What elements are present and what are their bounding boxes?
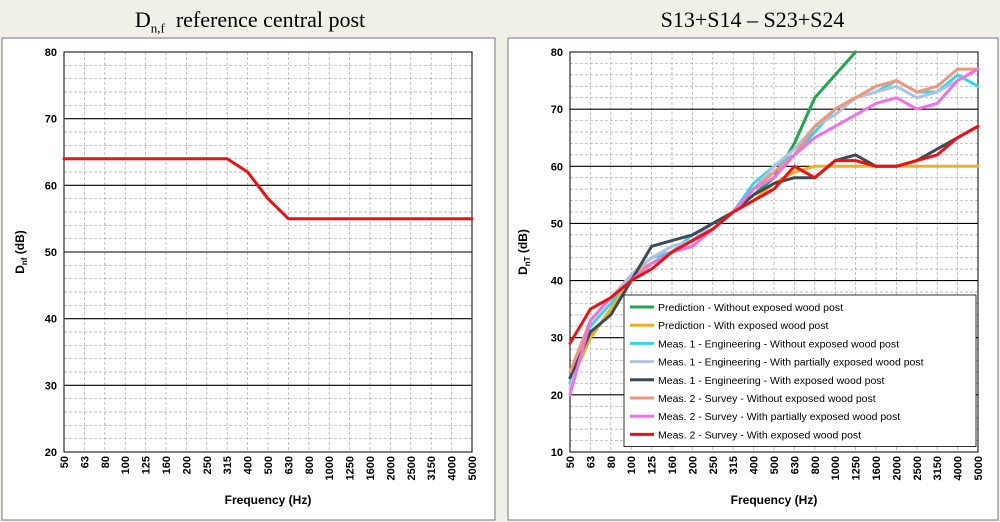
left-series-line-1 bbox=[62, 157, 474, 221]
right-x-tick-label: 1250 bbox=[851, 456, 863, 480]
right-x-tick-label: 160 bbox=[667, 456, 679, 474]
legend-entry: Meas. 1 - Engineering - With exposed woo… bbox=[658, 375, 885, 387]
left-x-tick-label: 3150 bbox=[426, 456, 438, 480]
right-y-tick-label: 10 bbox=[551, 447, 563, 459]
right-x-tick-label: 2000 bbox=[891, 456, 903, 480]
right-y-tick-label: 70 bbox=[551, 104, 563, 116]
right-x-tick-label: 125 bbox=[647, 456, 659, 474]
left-x-tick-label: 125 bbox=[141, 456, 153, 474]
legend-entry: Meas. 2 - Survey - Without exposed wood … bbox=[658, 393, 876, 405]
left-y-tick-label: 70 bbox=[45, 114, 57, 126]
left-chart-title: Dn,f reference central post bbox=[134, 7, 366, 36]
left-y-tick-label: 20 bbox=[45, 447, 57, 459]
left-x-tick-label: 1000 bbox=[324, 456, 336, 480]
legend-entry: Meas. 2 - Survey - With partially expose… bbox=[658, 411, 900, 423]
right-x-tick-label: 100 bbox=[626, 456, 638, 474]
right-x-tick-label: 3150 bbox=[932, 456, 944, 480]
right-x-tick-label: 800 bbox=[810, 456, 822, 474]
left-x-tick-label: 500 bbox=[263, 456, 275, 474]
left-y-tick-label: 80 bbox=[45, 47, 57, 59]
left-x-tick-label: 2000 bbox=[385, 456, 397, 480]
right-y-tick-label: 20 bbox=[551, 390, 563, 402]
right-x-tick-label: 500 bbox=[769, 456, 781, 474]
left-x-tick-label: 1600 bbox=[365, 456, 377, 480]
right-y-tick-label: 50 bbox=[551, 218, 563, 230]
left-x-tick-label: 800 bbox=[304, 456, 316, 474]
left-x-tick-label: 200 bbox=[181, 456, 193, 474]
right-y-tick-label: 40 bbox=[551, 276, 563, 288]
right-chart-legend: Prediction - Without exposed wood post Pr… bbox=[623, 294, 977, 448]
left-x-tick-label: 160 bbox=[161, 456, 173, 474]
right-x-tick-label: 50 bbox=[565, 456, 577, 468]
right-x-tick-label: 250 bbox=[708, 456, 720, 474]
right-y-axis-title: DnT (dB) bbox=[516, 229, 532, 275]
left-x-tick-label: 100 bbox=[120, 456, 132, 474]
right-chart-title: S13+S14 – S23+S24 bbox=[660, 7, 845, 32]
right-x-tick-label: 80 bbox=[606, 456, 618, 468]
left-y-tick-label: 60 bbox=[45, 180, 57, 192]
left-plot-border bbox=[63, 51, 473, 453]
right-x-tick-label: 315 bbox=[728, 456, 740, 474]
left-x-tick-label: 80 bbox=[100, 456, 112, 468]
right-x-tick-label: 400 bbox=[749, 456, 761, 474]
right-y-tick-label: 60 bbox=[551, 161, 563, 173]
right-series-line-7 bbox=[568, 67, 980, 397]
right-x-axis-title: Frequency (Hz) bbox=[731, 493, 818, 507]
right-x-tick-label: 63 bbox=[585, 456, 597, 468]
right-series-line-8 bbox=[568, 124, 980, 345]
left-x-tick-label: 4000 bbox=[447, 456, 459, 480]
legend-entry: Meas. 1 - Engineering - Without exposed … bbox=[658, 338, 899, 350]
left-x-tick-label: 1250 bbox=[345, 456, 357, 480]
left-x-tick-label: 250 bbox=[202, 456, 214, 474]
legend-entry: Meas. 2 - Survey - With exposed wood pos… bbox=[658, 429, 861, 441]
right-y-tick-label: 80 bbox=[551, 47, 563, 59]
left-x-tick-label: 2500 bbox=[406, 456, 418, 480]
right-x-tick-label: 1600 bbox=[871, 456, 883, 480]
left-y-tick-label: 30 bbox=[45, 380, 57, 392]
left-x-tick-label: 630 bbox=[283, 456, 295, 474]
right-x-tick-label: 630 bbox=[789, 456, 801, 474]
right-x-tick-label: 1000 bbox=[830, 456, 842, 480]
left-x-axis-title: Frequency (Hz) bbox=[225, 493, 312, 507]
left-plot-area: 20 30 40 50 60 70 80 50 63 80 100 125 160 200 250 315 40… bbox=[45, 47, 479, 480]
right-x-tick-label: 4000 bbox=[953, 456, 965, 480]
legend-entry: Meas. 1 - Engineering - With partially e… bbox=[658, 357, 924, 369]
right-x-tick-label: 5000 bbox=[973, 456, 985, 480]
legend-box bbox=[623, 294, 977, 448]
left-x-tick-label: 400 bbox=[243, 456, 255, 474]
left-x-tick-label: 315 bbox=[222, 456, 234, 474]
legend-entry: Prediction - With exposed wood post bbox=[658, 320, 829, 332]
right-x-tick-label: 2500 bbox=[912, 456, 924, 480]
left-y-tick-label: 50 bbox=[45, 247, 57, 259]
left-y-axis-title: Dnf (dB) bbox=[13, 230, 29, 274]
left-x-tick-label: 63 bbox=[79, 456, 91, 468]
right-y-tick-label: 30 bbox=[551, 333, 563, 345]
left-x-tick-label: 5000 bbox=[467, 456, 479, 480]
left-x-tick-label: 50 bbox=[59, 456, 71, 468]
right-x-tick-label: 200 bbox=[687, 456, 699, 474]
left-y-tick-label: 40 bbox=[45, 314, 57, 326]
right-plot-border bbox=[569, 51, 979, 453]
legend-entry: Prediction - Without exposed wood post bbox=[658, 302, 843, 314]
